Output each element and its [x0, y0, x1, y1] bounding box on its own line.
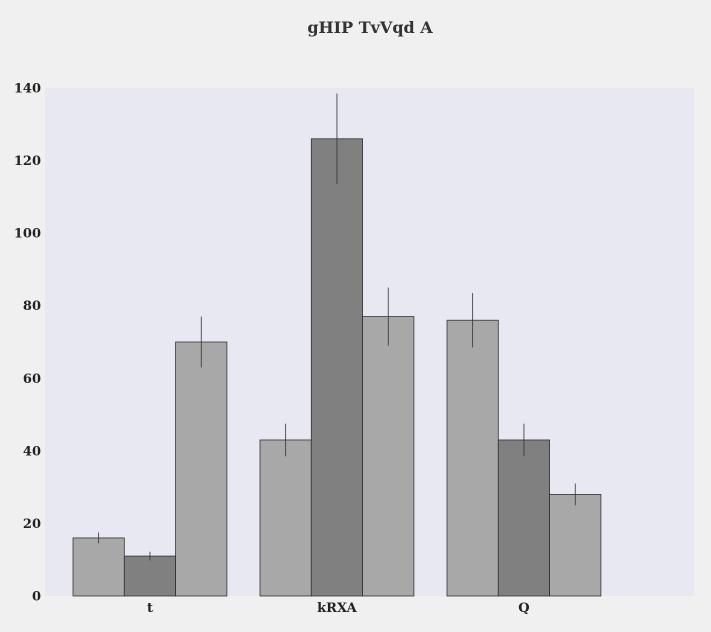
- bar: [310, 138, 363, 597]
- bar: [362, 316, 415, 597]
- y-tick-label: 100: [14, 227, 41, 242]
- bar: [259, 439, 312, 597]
- y-tick-label: 20: [23, 517, 41, 532]
- y-axis: 0 20 40 60 80 100 120 140: [14, 82, 41, 605]
- x-tick-label: t: [147, 601, 153, 616]
- bar: [123, 555, 177, 597]
- y-tick-label: 0: [32, 590, 41, 605]
- bar: [497, 439, 550, 597]
- x-tick-label: Q: [518, 601, 529, 616]
- bar: [549, 493, 602, 597]
- bar: [175, 341, 228, 597]
- x-tick-label: kRXA: [317, 601, 357, 616]
- y-tick-label: 120: [14, 154, 41, 169]
- y-tick-label: 140: [14, 82, 41, 97]
- y-tick-label: 60: [23, 372, 41, 387]
- bar: [72, 537, 125, 597]
- bars-layer: [72, 138, 602, 597]
- error-bars-layer: [98, 93, 576, 561]
- x-axis: t kRXA Q: [147, 601, 530, 616]
- chart-title: gHIP TvVqd A: [307, 18, 433, 37]
- y-tick-label: 40: [23, 444, 41, 459]
- bar: [446, 319, 499, 597]
- y-tick-label: 80: [23, 299, 41, 314]
